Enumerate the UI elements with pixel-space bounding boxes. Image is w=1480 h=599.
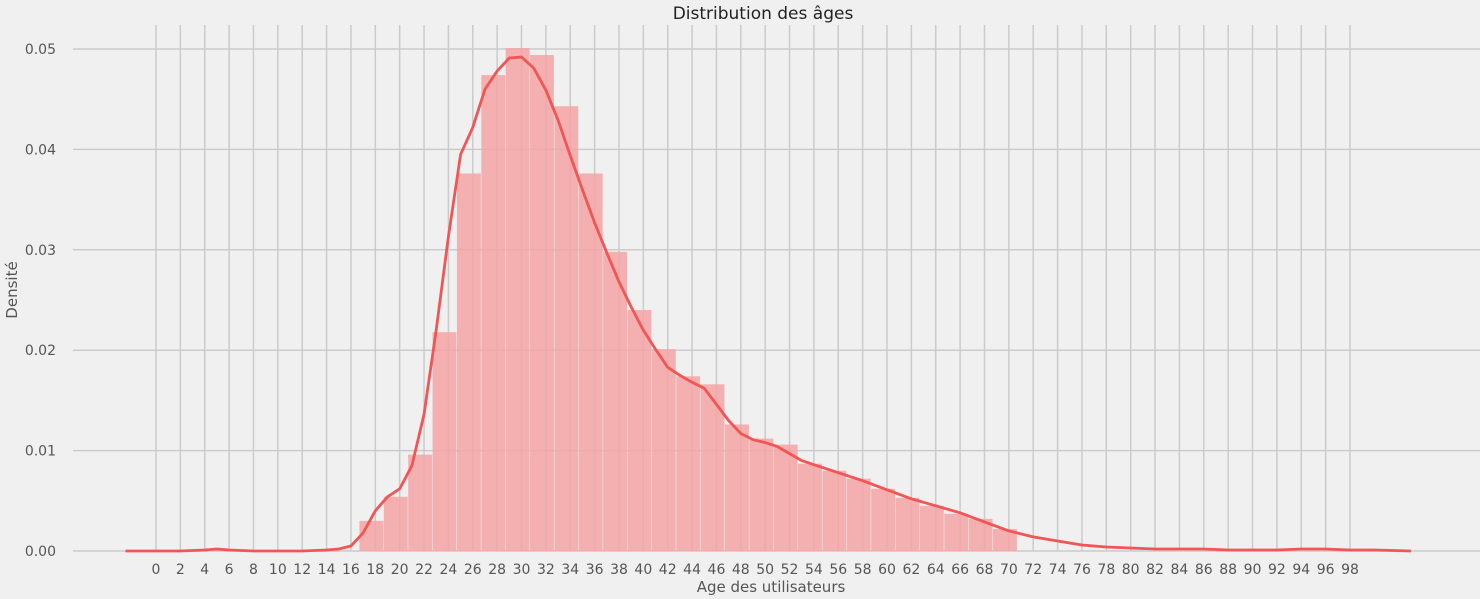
histogram-bar	[773, 444, 798, 551]
x-tick-label: 8	[249, 562, 258, 578]
x-tick-label: 24	[439, 562, 457, 578]
histogram-bar	[505, 47, 530, 551]
histogram-bar	[481, 75, 506, 551]
x-tick-label: 64	[927, 562, 945, 578]
histogram-bar	[359, 520, 384, 551]
histogram-bar	[676, 376, 701, 551]
histogram-bar	[895, 497, 920, 551]
y-tick-label: 0.00	[25, 544, 56, 560]
chart-title: Distribution des âges	[673, 4, 854, 24]
x-axis-label: Age des utilisateurs	[697, 578, 846, 595]
x-tick-label: 98	[1341, 562, 1359, 578]
histogram-bar	[846, 478, 871, 551]
x-tick-label: 4	[200, 562, 209, 578]
y-tick-label: 0.01	[25, 444, 56, 460]
x-tick-label: 52	[781, 562, 799, 578]
x-tick-label: 32	[537, 562, 555, 578]
histogram-bar	[798, 463, 822, 551]
x-tick-label: 28	[488, 562, 506, 578]
tick-labels: 0.000.010.020.030.040.050 2 4 6 8 10 12 14 16 18 2…	[25, 42, 1359, 578]
x-tick-label: 48	[732, 562, 750, 578]
x-tick-label: 42	[659, 562, 677, 578]
x-tick-label: 78	[1097, 562, 1115, 578]
x-tick-label: 36	[586, 562, 604, 578]
x-tick-label: 58	[854, 562, 872, 578]
histogram-bar	[822, 470, 847, 551]
x-tick-label: 22	[415, 562, 433, 578]
histogram-bar	[993, 528, 1017, 551]
histogram-bar	[627, 310, 652, 551]
x-tick-label: 6	[225, 562, 234, 578]
x-tick-label: 14	[318, 562, 336, 578]
kde-line	[125, 55, 1411, 553]
histogram-bar	[871, 488, 896, 551]
x-tick-label: 62	[902, 562, 920, 578]
histogram-bar	[944, 513, 969, 551]
x-tick-label: 12	[293, 562, 311, 578]
x-tick-label: 82	[1146, 562, 1164, 578]
x-tick-label: 94	[1292, 562, 1310, 578]
y-tick-label: 0.03	[25, 243, 56, 259]
histogram-bar	[651, 349, 676, 551]
x-tick-label: 92	[1268, 562, 1286, 578]
histogram-bar	[530, 55, 554, 552]
histogram-bar	[383, 496, 408, 551]
x-tick-label: 44	[683, 562, 701, 578]
y-axis-label: Densité	[3, 261, 21, 318]
x-tick-label: 2	[176, 562, 185, 578]
x-tick-label: 70	[1000, 562, 1018, 578]
x-tick-label: 0	[152, 562, 161, 578]
x-tick-label: 80	[1122, 562, 1140, 578]
histogram-bars	[359, 47, 1017, 552]
histogram-bar	[578, 173, 603, 551]
histogram-bar	[554, 106, 579, 551]
histogram-bar	[919, 505, 944, 551]
x-tick-label: 76	[1073, 562, 1091, 578]
x-tick-label: 40	[634, 562, 652, 578]
x-tick-label: 86	[1195, 562, 1213, 578]
x-tick-label: 18	[366, 562, 384, 578]
y-tick-label: 0.05	[25, 42, 56, 58]
x-tick-label: 66	[951, 562, 969, 578]
histogram-bar	[432, 332, 457, 551]
x-tick-label: 84	[1171, 562, 1189, 578]
x-tick-label: 88	[1219, 562, 1237, 578]
histogram-bar	[456, 173, 481, 551]
x-tick-label: 50	[756, 562, 774, 578]
x-tick-label: 72	[1024, 562, 1042, 578]
y-tick-label: 0.02	[25, 343, 56, 359]
x-tick-label: 10	[269, 562, 287, 578]
x-tick-label: 34	[561, 562, 579, 578]
x-tick-label: 68	[976, 562, 994, 578]
histogram-bar	[724, 424, 749, 551]
x-tick-label: 30	[513, 562, 531, 578]
x-tick-label: 38	[610, 562, 628, 578]
histogram-bar	[749, 438, 774, 551]
histogram-bar	[700, 384, 725, 551]
kde-curve	[125, 55, 1411, 553]
y-tick-label: 0.04	[25, 142, 56, 158]
x-tick-label: 16	[342, 562, 360, 578]
x-tick-label: 54	[805, 562, 823, 578]
x-tick-label: 74	[1049, 562, 1067, 578]
x-tick-label: 20	[391, 562, 409, 578]
x-tick-label: 96	[1317, 562, 1335, 578]
histogram-bar	[603, 251, 628, 552]
x-tick-label: 60	[878, 562, 896, 578]
x-tick-label: 90	[1244, 562, 1262, 578]
histogram-bar	[968, 518, 993, 551]
x-tick-label: 26	[464, 562, 482, 578]
histogram-bar	[408, 454, 433, 551]
x-tick-label: 46	[708, 562, 726, 578]
x-tick-label: 56	[829, 562, 847, 578]
